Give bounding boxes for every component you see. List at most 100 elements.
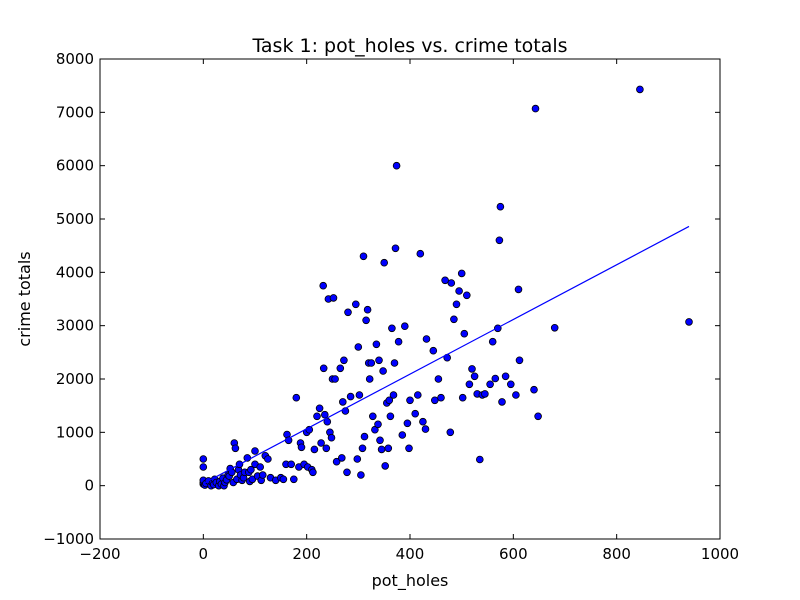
data-point: [381, 462, 390, 470]
x-tick-label: 1000: [701, 545, 739, 563]
y-tick-label: 2000: [56, 370, 94, 388]
data-point: [515, 356, 524, 365]
data-point: [338, 398, 347, 406]
data-point: [353, 455, 362, 463]
data-point: [450, 315, 458, 324]
data-point: [346, 392, 355, 401]
data-point: [319, 364, 328, 373]
data-point: [429, 346, 438, 355]
data-point: [317, 439, 325, 447]
data-point: [512, 391, 520, 399]
data-point: [322, 444, 331, 453]
data-point: [343, 468, 351, 477]
data-point: [481, 390, 489, 398]
data-point: [406, 396, 414, 405]
data-point: [488, 337, 497, 346]
data-point: [289, 475, 298, 484]
data-point: [365, 375, 374, 383]
data-point: [199, 455, 208, 463]
data-point: [358, 444, 367, 453]
data-point: [411, 409, 420, 418]
data-point: [389, 391, 398, 399]
data-point: [377, 445, 386, 454]
data-point: [327, 433, 336, 442]
data-point: [486, 380, 494, 389]
data-point: [446, 428, 455, 437]
data-point: [495, 236, 504, 245]
data-point: [498, 398, 506, 406]
data-point: [354, 343, 363, 351]
data-point: [468, 365, 476, 373]
data-point: [357, 471, 365, 479]
y-tick-label: 1000: [56, 423, 94, 441]
x-axis: −200 0 200 400 600 800 1000: [79, 59, 739, 563]
data-point: [421, 425, 430, 433]
data-point: [394, 337, 403, 346]
data-point: [441, 276, 449, 285]
data-point: [359, 252, 368, 261]
data-point: [460, 329, 469, 338]
data-point: [315, 404, 324, 413]
data-points: [199, 85, 693, 490]
data-point: [385, 396, 394, 405]
data-point: [264, 455, 272, 463]
data-point: [506, 380, 515, 389]
data-point: [355, 391, 364, 399]
data-point: [514, 285, 523, 294]
data-point: [457, 269, 466, 278]
data-point: [430, 396, 439, 405]
data-point: [247, 465, 255, 474]
data-point: [372, 340, 381, 349]
y-tick-label: 7000: [56, 103, 94, 121]
data-point: [332, 457, 341, 466]
data-point: [465, 380, 474, 389]
data-point: [363, 305, 372, 314]
data-point: [447, 279, 456, 287]
data-point: [331, 375, 339, 383]
data-point: [380, 258, 389, 267]
x-tick-label: 200: [292, 545, 321, 563]
data-point: [287, 460, 296, 469]
data-point: [256, 463, 265, 471]
data-point: [531, 104, 540, 113]
y-tick-label: 3000: [56, 317, 94, 335]
data-point: [434, 375, 443, 383]
data-point: [310, 445, 319, 454]
y-tick-label: 4000: [56, 263, 94, 281]
x-tick-label: 0: [199, 545, 209, 563]
chart-title: Task 1: pot_holes vs. crime totals: [251, 35, 567, 57]
data-point: [340, 356, 348, 365]
data-point: [405, 444, 413, 453]
data-point: [309, 468, 317, 477]
data-point: [400, 322, 409, 331]
data-point: [455, 287, 463, 295]
data-point: [530, 385, 538, 394]
data-point: [390, 359, 399, 367]
data-point: [386, 412, 395, 421]
data-point: [344, 308, 352, 317]
data-point: [379, 367, 387, 375]
data-point: [413, 391, 422, 399]
data-point: [297, 443, 306, 452]
data-point: [374, 420, 382, 429]
data-point: [475, 455, 484, 464]
x-axis-label: pot_holes: [372, 571, 449, 591]
y-tick-label: −1000: [43, 530, 94, 548]
x-tick-label: 400: [396, 545, 425, 563]
data-point: [458, 393, 467, 402]
data-point: [452, 300, 461, 309]
data-point: [367, 359, 376, 367]
data-point: [199, 463, 208, 471]
data-point: [313, 412, 321, 421]
y-tick-label: 5000: [56, 210, 94, 228]
data-point: [416, 249, 425, 258]
data-point: [501, 372, 510, 381]
y-axis: −1000 0 1000 2000 3000 4000 5000 6000 7000 8000: [43, 50, 720, 548]
y-axis-label: crime totals: [15, 251, 34, 346]
data-point: [491, 374, 500, 383]
data-point: [391, 244, 400, 253]
data-point: [462, 291, 471, 300]
data-point: [319, 281, 328, 290]
